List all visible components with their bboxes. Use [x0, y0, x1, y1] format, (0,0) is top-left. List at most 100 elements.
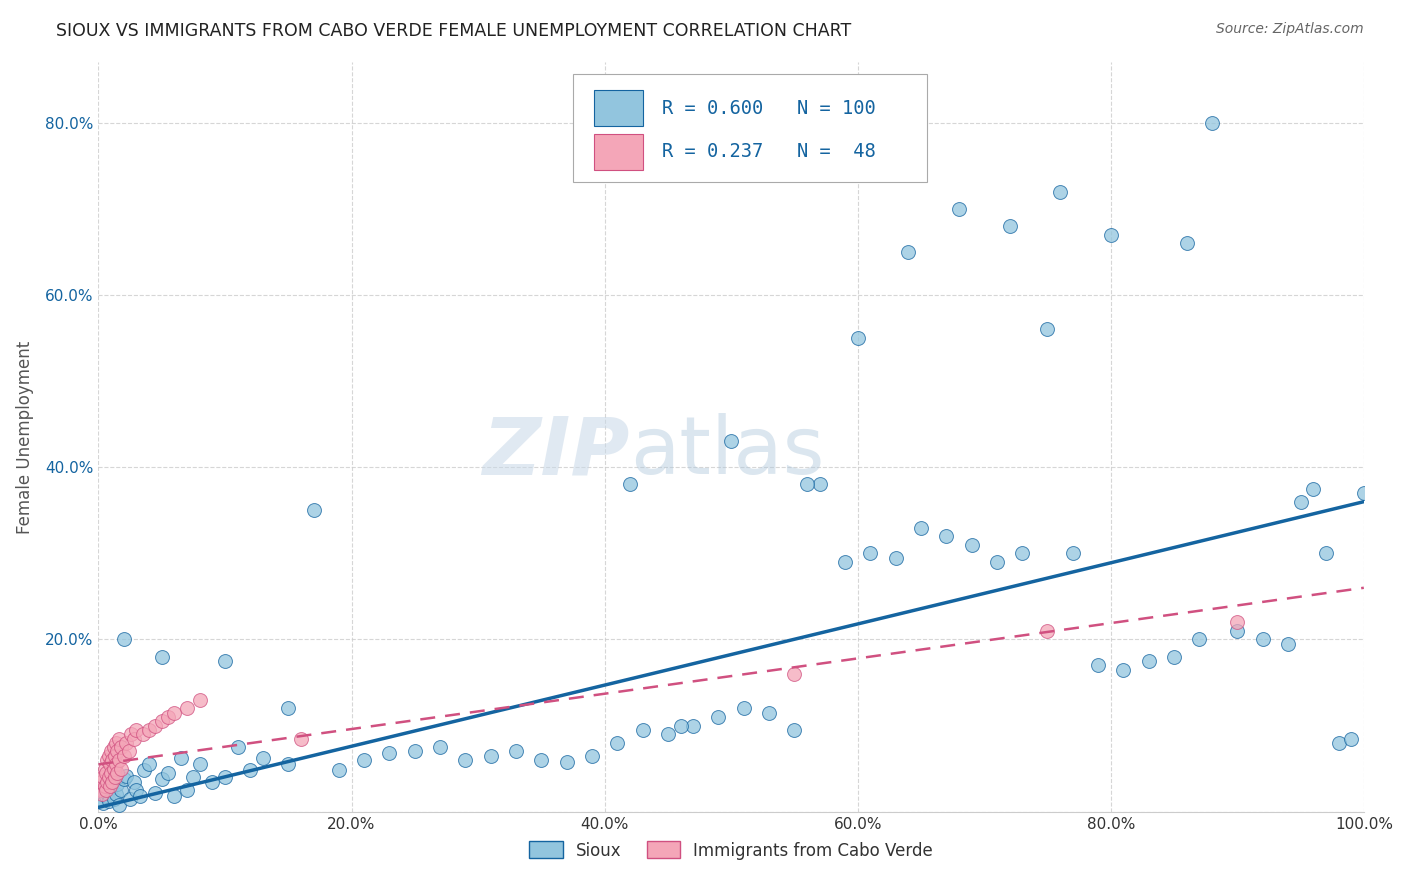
Point [239, 764, 262, 778]
Point [115, 736, 138, 750]
Point [846, 331, 869, 345]
Point [110, 740, 132, 755]
Point [948, 202, 970, 216]
Point [138, 757, 160, 772]
Point [129, 789, 152, 804]
Point [682, 718, 704, 732]
Point [176, 701, 198, 715]
Point [1226, 615, 1249, 630]
Point [107, 744, 129, 758]
Point [429, 740, 451, 755]
Point [998, 219, 1021, 233]
Point [103, 792, 125, 806]
Point [960, 538, 983, 552]
Point [125, 723, 148, 737]
Point [94, 789, 117, 804]
Point [110, 762, 132, 776]
Point [97, 748, 120, 763]
Point [252, 751, 274, 765]
Legend: Sioux, Immigrants from Cabo Verde: Sioux, Immigrants from Cabo Verde [529, 841, 934, 860]
Point [107, 777, 129, 791]
Point [94, 766, 117, 780]
Point [157, 766, 180, 780]
Point [986, 555, 1008, 569]
Point [555, 755, 578, 769]
Point [104, 748, 127, 763]
Point [606, 736, 628, 750]
Point [91, 783, 114, 797]
Point [104, 766, 127, 780]
Point [125, 783, 148, 797]
Point [93, 762, 117, 776]
Point [122, 731, 145, 746]
Point [783, 723, 806, 737]
Point [96, 786, 118, 800]
Point [98, 757, 121, 772]
Point [157, 710, 180, 724]
Point [96, 774, 118, 789]
Point [100, 744, 122, 758]
Point [530, 753, 553, 767]
Point [103, 740, 125, 755]
Bar [595, 90, 643, 126]
Point [214, 770, 236, 784]
Point [188, 692, 211, 706]
Point [94, 783, 117, 797]
Point [90, 792, 112, 806]
Point [89, 783, 111, 797]
Point [89, 788, 111, 802]
Point [188, 757, 211, 772]
Y-axis label: Female Unemployment: Female Unemployment [15, 341, 34, 533]
Text: ZIP: ZIP [482, 413, 630, 491]
Point [93, 770, 115, 784]
Point [1036, 322, 1059, 336]
Point [1289, 494, 1312, 508]
Point [619, 477, 641, 491]
Point [897, 244, 920, 259]
Point [657, 727, 679, 741]
Point [112, 748, 135, 763]
Point [90, 774, 112, 789]
Point [93, 779, 117, 793]
Point [720, 434, 742, 449]
Point [669, 718, 692, 732]
Point [910, 520, 932, 534]
Point [105, 736, 128, 750]
Point [138, 723, 160, 737]
Point [1340, 731, 1362, 746]
Point [107, 731, 129, 746]
Point [1049, 185, 1071, 199]
Text: R = 0.600   N = 100: R = 0.600 N = 100 [661, 99, 876, 118]
Point [1163, 649, 1185, 664]
Point [707, 710, 730, 724]
Point [479, 748, 502, 763]
Point [93, 779, 117, 793]
Text: SIOUX VS IMMIGRANTS FROM CABO VERDE FEMALE UNEMPLOYMENT CORRELATION CHART: SIOUX VS IMMIGRANTS FROM CABO VERDE FEMA… [56, 22, 852, 40]
Point [1011, 546, 1033, 560]
Point [733, 701, 755, 715]
Point [796, 477, 818, 491]
Point [277, 757, 299, 772]
Point [120, 727, 142, 741]
Point [112, 772, 135, 786]
Point [1175, 236, 1198, 251]
Point [122, 774, 145, 789]
Point [98, 779, 121, 793]
Point [277, 701, 299, 715]
Point [163, 789, 186, 804]
Point [100, 766, 122, 780]
Point [107, 753, 129, 767]
Point [201, 774, 224, 789]
Point [101, 774, 124, 789]
Point [150, 649, 173, 664]
Point [884, 550, 907, 565]
Text: Source: ZipAtlas.com: Source: ZipAtlas.com [1216, 22, 1364, 37]
Point [378, 746, 401, 760]
Point [808, 477, 831, 491]
Point [783, 667, 806, 681]
Point [118, 744, 141, 758]
FancyBboxPatch shape [574, 74, 928, 182]
Point [1302, 482, 1324, 496]
Point [97, 794, 120, 808]
Point [454, 753, 477, 767]
